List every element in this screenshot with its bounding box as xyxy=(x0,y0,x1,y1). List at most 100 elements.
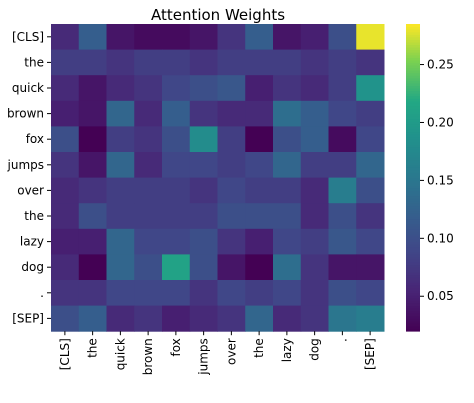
heatmap-cell xyxy=(245,100,274,127)
colorbar-segment xyxy=(406,136,420,140)
colorbar-segment xyxy=(406,110,420,115)
colorbar-segment xyxy=(406,192,420,197)
heatmap-cell xyxy=(162,177,191,204)
heatmap-cell xyxy=(245,126,274,153)
colorbar-segment xyxy=(406,126,420,130)
heatmap-cell xyxy=(245,203,274,230)
heatmap-cell xyxy=(189,203,218,230)
heatmap-cell xyxy=(328,177,357,204)
colorbar-segment xyxy=(406,167,420,171)
colorbar-segment xyxy=(406,197,420,202)
heatmap-cell xyxy=(217,254,246,281)
heatmap-cell xyxy=(300,24,329,51)
colorbar-segment xyxy=(406,310,420,314)
colorbar-segment xyxy=(406,47,420,51)
heatmap-cell xyxy=(328,228,357,255)
heatmap-cell xyxy=(328,305,357,332)
colorbar-segment xyxy=(406,200,420,204)
heatmap-cell xyxy=(356,152,385,179)
colorbar-segment xyxy=(406,162,420,166)
heatmap-cell xyxy=(217,100,246,127)
colorbar-segment xyxy=(406,226,420,230)
heatmap-cell xyxy=(162,203,191,230)
heatmap-cell xyxy=(134,100,163,127)
heatmap-cell xyxy=(106,75,135,102)
heatmap-cell xyxy=(356,126,385,153)
heatmap-cell xyxy=(78,75,107,102)
heatmap-cell xyxy=(51,49,80,76)
heatmap-cell xyxy=(134,280,163,307)
heatmap-cell xyxy=(356,75,385,102)
heatmap-cell xyxy=(356,203,385,230)
heatmap-cell xyxy=(134,49,163,76)
colorbar-segment xyxy=(406,295,420,299)
heatmap-cell xyxy=(189,49,218,76)
heatmap-cell xyxy=(51,305,80,332)
x-tick-label: . xyxy=(335,338,349,342)
colorbar-segment xyxy=(406,134,420,138)
colorbar-segment xyxy=(406,208,420,212)
heatmap-cell xyxy=(78,228,107,255)
heatmap-cell xyxy=(273,126,302,153)
heatmap-cell xyxy=(134,152,163,179)
colorbar-segment xyxy=(406,154,420,158)
colorbar-segment xyxy=(406,259,420,263)
colorbar-segment xyxy=(406,231,420,235)
heatmap-cell xyxy=(78,49,107,76)
colorbar-tick-label: 0.15 xyxy=(427,173,454,187)
heatmap-cell xyxy=(189,126,218,153)
heatmap-cell xyxy=(78,280,107,307)
colorbar-segment xyxy=(406,274,420,278)
heatmap-cell xyxy=(273,24,302,51)
colorbar-segment xyxy=(406,36,420,40)
heatmap-cell xyxy=(78,203,107,230)
heatmap-cell xyxy=(356,100,385,127)
colorbar-segment xyxy=(406,141,420,145)
heatmap-cell xyxy=(273,152,302,179)
colorbar-segment xyxy=(406,210,420,214)
colorbar-segment xyxy=(406,144,420,148)
y-tick-label: the xyxy=(24,209,44,223)
colorbar-segment xyxy=(406,44,420,48)
colorbar-segment xyxy=(406,64,420,69)
heatmap-cell xyxy=(356,280,385,307)
heatmap-cell xyxy=(134,75,163,102)
heatmap-cell xyxy=(300,49,329,76)
colorbar-segment xyxy=(406,29,420,33)
x-tick-label: [SEP] xyxy=(363,338,377,370)
heatmap-cell xyxy=(51,177,80,204)
colorbar-tick-label: 0.20 xyxy=(427,115,454,129)
colorbar-segment xyxy=(406,70,420,74)
x-tick-label: the xyxy=(252,338,266,358)
colorbar-segment xyxy=(406,220,420,225)
heatmap-cell xyxy=(328,254,357,281)
heatmap-cell xyxy=(356,24,385,51)
colorbar-segment xyxy=(406,297,420,301)
heatmap-cell xyxy=(134,24,163,51)
colorbar-segment xyxy=(406,228,420,232)
heatmap-cell xyxy=(134,254,163,281)
heatmap-cell xyxy=(356,254,385,281)
colorbar-segment xyxy=(406,108,420,112)
heatmap-cell xyxy=(217,24,246,51)
heatmap-cell xyxy=(162,100,191,127)
colorbar-segment xyxy=(406,169,420,173)
colorbar-segment xyxy=(406,323,420,327)
heatmap-cell xyxy=(273,305,302,332)
heatmap-cell xyxy=(300,152,329,179)
colorbar-segment xyxy=(406,39,420,43)
colorbar-segment xyxy=(406,203,420,207)
heatmap-cell xyxy=(51,75,80,102)
x-tick-label: fox xyxy=(169,338,183,356)
chart-title: Attention Weights xyxy=(151,6,285,24)
x-tick-label: [CLS] xyxy=(58,338,72,370)
colorbar-segment xyxy=(406,251,420,255)
colorbar-tick-label: 0.25 xyxy=(427,58,454,72)
colorbar-segment xyxy=(406,93,420,97)
heatmap-cell xyxy=(134,305,163,332)
heatmap-cell xyxy=(328,126,357,153)
heatmap-cell xyxy=(328,203,357,230)
heatmap-cell xyxy=(162,280,191,307)
colorbar-segment xyxy=(406,177,420,181)
